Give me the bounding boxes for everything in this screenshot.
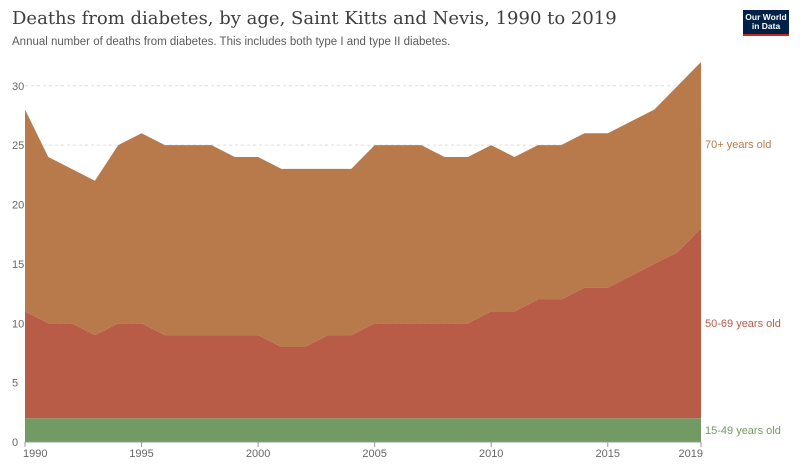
y-tick-label: 30: [12, 81, 24, 93]
area-70-plus: [25, 62, 701, 347]
x-tick-label: 1995: [129, 448, 153, 460]
y-tick-label: 0: [12, 437, 18, 449]
x-tick-label: 2019: [679, 448, 703, 460]
y-tick-label: 15: [12, 259, 24, 271]
x-tick-label: 2010: [479, 448, 503, 460]
legend-label-15-49: 15-49 years old: [705, 425, 781, 437]
chart-subtitle: Annual number of deaths from diabetes. T…: [12, 36, 451, 48]
legend-label-50-69: 50-69 years old: [705, 318, 781, 330]
y-tick-label: 5: [12, 378, 18, 390]
legend-label-70-plus: 70+ years old: [705, 139, 771, 151]
chart-title: Deaths from diabetes, by age, Saint Kitt…: [12, 8, 617, 29]
logo-line-2: in Data: [751, 21, 781, 31]
area-50-69: [25, 228, 701, 419]
x-tick-label: 2000: [246, 448, 270, 460]
y-tick-label: 10: [12, 318, 24, 330]
logo-accent-bar: [743, 34, 789, 36]
x-tick-label: 2005: [362, 448, 386, 460]
area-15-49: [25, 418, 701, 442]
logo-line-1: Our World: [745, 12, 787, 22]
x-tick-label: 1990: [23, 448, 47, 460]
y-tick-label: 20: [12, 200, 24, 212]
y-tick-label: 25: [12, 140, 24, 152]
x-tick-label: 2015: [596, 448, 620, 460]
owid-logo[interactable]: Our World in Data: [743, 10, 789, 36]
